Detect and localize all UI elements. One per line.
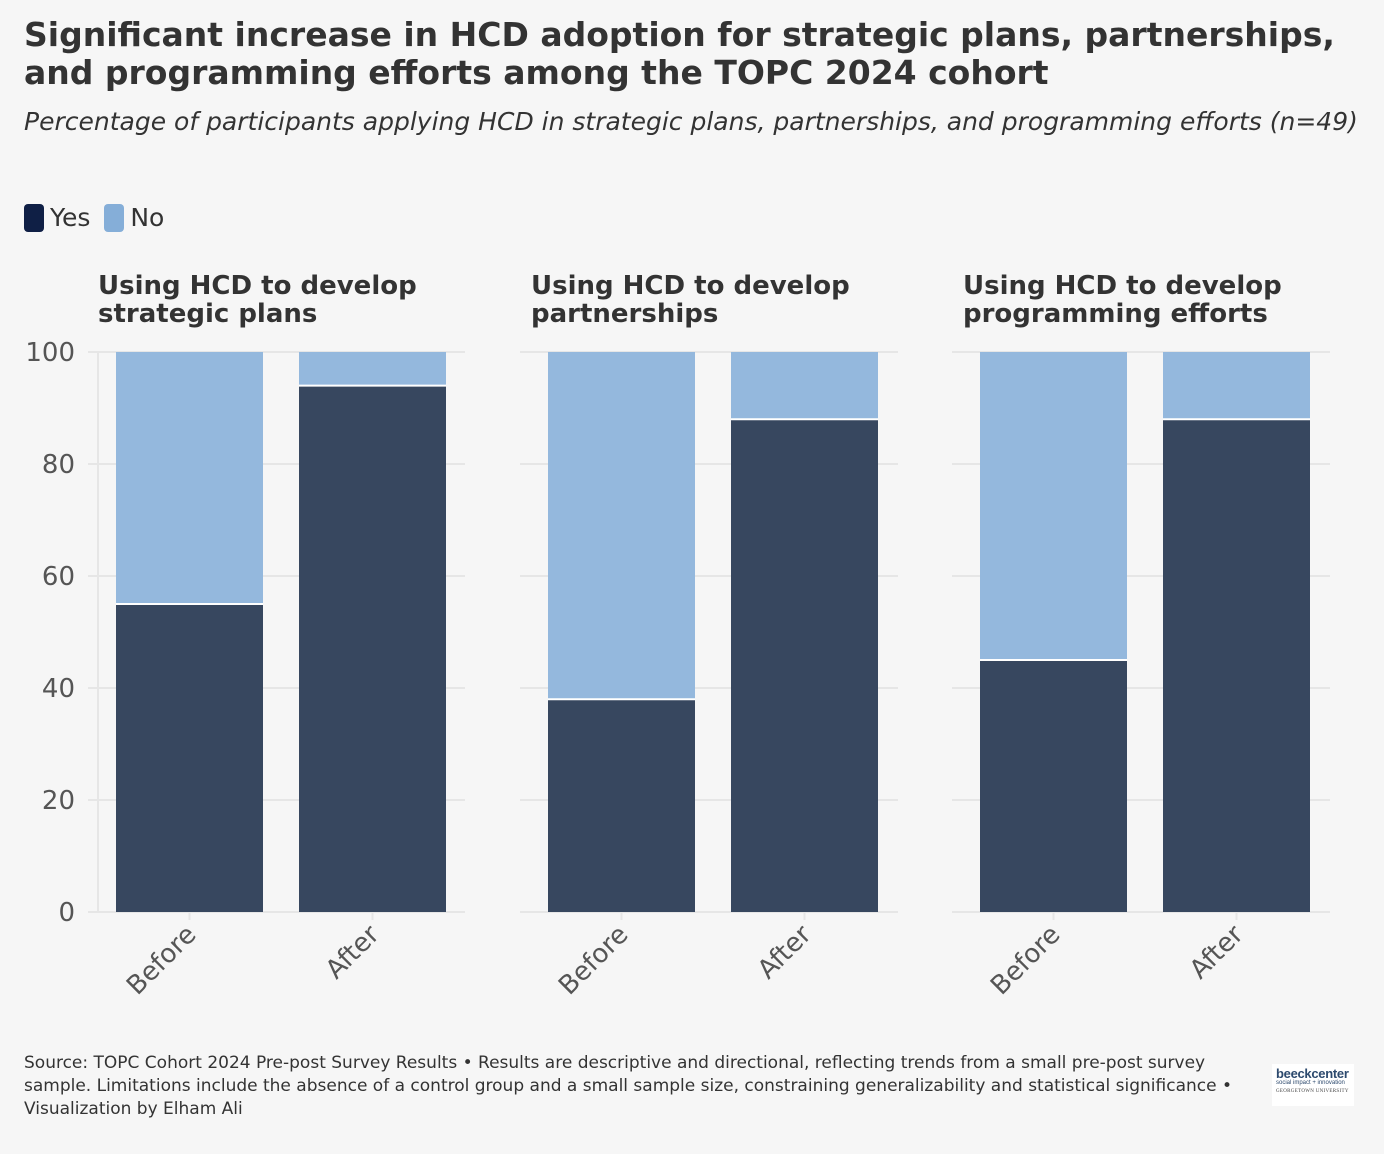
panel-title-line: Using HCD to develop bbox=[531, 271, 850, 301]
panel-title-line: Using HCD to develop bbox=[98, 271, 417, 301]
legend-item-no: No bbox=[104, 203, 164, 232]
panel-title: Using HCD to develop partnerships bbox=[531, 271, 850, 329]
panel-title-line: programming efforts bbox=[963, 299, 1268, 329]
y-tick-label: 100 bbox=[25, 338, 75, 368]
stacked-bar-chart: Using HCD to develop strategic plans02040… bbox=[25, 271, 1330, 1001]
source-note: Source: TOPC Cohort 2024 Pre-post Survey… bbox=[24, 1053, 1233, 1119]
x-tick-label: After bbox=[1184, 920, 1250, 986]
logo-wordmark: beeckcenter bbox=[1276, 1066, 1349, 1081]
logo-tagline: social impact + innovation bbox=[1276, 1080, 1345, 1086]
panel-title: Using HCD to develop programming efforts bbox=[963, 271, 1282, 329]
panel-title-line: Using HCD to develop bbox=[963, 271, 1282, 301]
panel-title-line: strategic plans bbox=[98, 299, 317, 329]
logo-university: GEORGETOWN UNIVERSITY bbox=[1276, 1089, 1349, 1094]
y-tick-label: 20 bbox=[42, 786, 75, 816]
panel-title-line: partnerships bbox=[531, 299, 718, 329]
legend-swatch-no bbox=[104, 203, 125, 232]
x-tick-label: Before bbox=[121, 920, 202, 1001]
bar-yes-before bbox=[116, 604, 263, 912]
bar-yes-before bbox=[548, 699, 695, 912]
x-tick-label: Before bbox=[985, 920, 1066, 1001]
legend-swatch-yes bbox=[24, 203, 44, 232]
bar-yes-after bbox=[299, 385, 446, 913]
x-tick-label: After bbox=[752, 920, 818, 986]
bar-no-before bbox=[116, 352, 263, 604]
bar-no-after bbox=[731, 352, 878, 420]
x-tick-label: After bbox=[320, 920, 386, 986]
bar-yes-before bbox=[980, 660, 1127, 912]
legend: Yes No bbox=[24, 203, 178, 232]
legend-label-no: No bbox=[130, 203, 165, 232]
chart-subtitle: Percentage of participants applying HCD … bbox=[24, 107, 1358, 136]
bar-no-before bbox=[980, 352, 1127, 660]
bar-yes-after bbox=[731, 419, 878, 912]
legend-label-yes: Yes bbox=[50, 203, 91, 232]
panel-title: Using HCD to develop strategic plans bbox=[98, 271, 417, 329]
y-tick-label: 80 bbox=[42, 450, 75, 480]
y-tick-label: 40 bbox=[42, 674, 75, 704]
y-tick-label: 60 bbox=[42, 562, 75, 592]
beeck-center-logo: beeckcenter social impact + innovation G… bbox=[1272, 1064, 1354, 1106]
chart-title: Significant increase in HCD adoption for… bbox=[24, 15, 1335, 92]
bar-yes-after bbox=[1163, 419, 1310, 912]
bar-no-before bbox=[548, 352, 695, 700]
legend-item-yes: Yes bbox=[24, 203, 90, 232]
bar-no-after bbox=[299, 352, 446, 386]
x-tick-label: Before bbox=[553, 920, 634, 1001]
y-tick-label: 0 bbox=[58, 898, 75, 928]
bar-no-after bbox=[1163, 352, 1310, 420]
